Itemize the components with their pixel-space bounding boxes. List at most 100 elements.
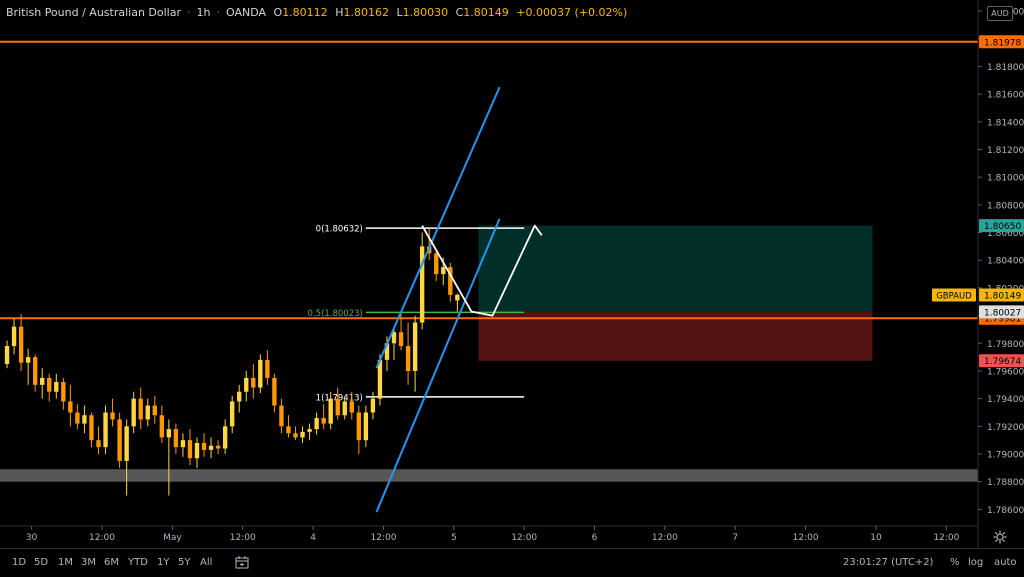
candle-body bbox=[61, 382, 66, 402]
change-value: +0.00037 (+0.02%) bbox=[516, 6, 628, 19]
candle-body bbox=[75, 412, 80, 424]
y-tick-label: 1.80800 bbox=[987, 201, 1024, 211]
x-tick-label: 7 bbox=[732, 533, 738, 543]
close-key: C bbox=[455, 6, 464, 19]
fib-level-label: 1(1.79413) bbox=[316, 393, 363, 403]
x-tick-label: May bbox=[163, 533, 182, 543]
candle-body bbox=[314, 418, 319, 430]
candle-body bbox=[370, 398, 376, 413]
range-1d-button[interactable]: 1D bbox=[12, 557, 27, 568]
y-tick-label: 1.79000 bbox=[987, 451, 1024, 461]
x-tick-label: 30 bbox=[26, 533, 38, 543]
symbol-legend: British Pound / Australian Dollar · 1h · OAN… bbox=[6, 6, 627, 19]
interval-label: 1h bbox=[196, 6, 211, 19]
y-tick-label: 1.78600 bbox=[987, 506, 1024, 516]
x-tick-label: 5 bbox=[451, 533, 457, 543]
horizontal-lines-layer[interactable] bbox=[0, 40, 978, 320]
candle-body bbox=[173, 429, 179, 448]
channel-lines-layer[interactable] bbox=[375, 86, 501, 513]
candle-body bbox=[258, 359, 263, 388]
y-tick-label: 1.80400 bbox=[987, 257, 1024, 267]
candle-body bbox=[321, 418, 326, 424]
long-position-tool[interactable] bbox=[478, 225, 873, 361]
symbol-name[interactable]: British Pound / Australian Dollar bbox=[6, 6, 181, 19]
bottom-toolbar: 1D 5D 1M 3M 6M YTD 1Y 5Y All 23:01:27 (U… bbox=[0, 548, 1024, 577]
candle-body bbox=[244, 377, 249, 392]
candle-body bbox=[32, 357, 38, 385]
percent-toggle[interactable]: % bbox=[950, 557, 960, 568]
candle-body bbox=[89, 415, 94, 441]
y-tick-label: 1.81400 bbox=[987, 118, 1024, 128]
candle-body bbox=[215, 445, 221, 449]
price-label-text: 1.79674 bbox=[984, 357, 1021, 367]
log-toggle[interactable]: log bbox=[968, 557, 984, 568]
profit-zone[interactable] bbox=[478, 225, 873, 312]
candle-body bbox=[18, 326, 24, 363]
range-ytd-button[interactable]: YTD bbox=[128, 557, 148, 568]
currency-badge[interactable]: AUD bbox=[987, 6, 1013, 21]
range-5d-button[interactable]: 5D bbox=[34, 557, 49, 568]
projection-path[interactable] bbox=[421, 224, 543, 317]
x-tick-label: 12:00 bbox=[793, 533, 819, 543]
low-key: L bbox=[396, 6, 403, 19]
calendar-icon[interactable] bbox=[235, 556, 249, 569]
candle-body bbox=[25, 357, 31, 363]
loss-zone[interactable] bbox=[478, 311, 873, 361]
support-zone-band bbox=[0, 469, 978, 482]
candle-body bbox=[145, 405, 150, 420]
candle-body bbox=[4, 346, 10, 365]
x-tick-label: 12:00 bbox=[933, 533, 959, 543]
x-tick-label: 6 bbox=[592, 533, 598, 543]
clock-time[interactable]: 23:01:27 (UTC+2) bbox=[843, 557, 934, 568]
candle-body bbox=[377, 359, 383, 399]
symbol-tag-bg bbox=[932, 288, 976, 302]
candle-body bbox=[328, 398, 333, 424]
candle-body bbox=[194, 442, 200, 459]
price-chart[interactable]: 0(1.80632) 0.5(1.80023) 1(1.79413) 1.78600… bbox=[0, 0, 1024, 548]
range-all-button[interactable]: All bbox=[200, 557, 213, 568]
candle-body bbox=[96, 440, 101, 448]
candle-body bbox=[117, 419, 122, 461]
time-axis[interactable]: 30 12:00 May 12:00 4 12:00 5 12:00 6 12:00 7 12:00 1… bbox=[26, 526, 960, 543]
range-6m-button[interactable]: 6M bbox=[104, 557, 119, 568]
channel-line[interactable] bbox=[375, 86, 501, 369]
settings-gear-icon[interactable] bbox=[993, 530, 1007, 544]
candle-body bbox=[159, 415, 165, 438]
y-tick-label: 1.81000 bbox=[987, 174, 1024, 184]
symbol-tag-text: GBPAUD bbox=[936, 291, 972, 301]
candle-body bbox=[398, 332, 404, 347]
high-value: 1.80162 bbox=[343, 6, 389, 19]
candle-body bbox=[384, 343, 390, 360]
price-label-text: 1.80650 bbox=[984, 222, 1021, 232]
candle-body bbox=[412, 322, 418, 371]
candle-body bbox=[335, 398, 340, 416]
price-label-bg bbox=[979, 219, 1024, 233]
candle-body bbox=[391, 332, 397, 344]
range-5y-button[interactable]: 5Y bbox=[178, 557, 191, 568]
y-tick-label: 1.80600 bbox=[987, 229, 1024, 239]
range-3m-button[interactable]: 3M bbox=[81, 557, 96, 568]
auto-toggle[interactable]: auto bbox=[994, 557, 1017, 568]
candle-body bbox=[187, 440, 193, 459]
candle-body bbox=[405, 346, 411, 371]
price-label-text: 1.80149 bbox=[984, 291, 1021, 301]
candle-body bbox=[180, 440, 186, 448]
candle-body bbox=[103, 412, 108, 448]
legend-separator: · bbox=[216, 6, 220, 19]
fib-retracement[interactable]: 0(1.80632) 0.5(1.80023) 1(1.79413) bbox=[308, 225, 525, 404]
price-label-bg bbox=[979, 288, 1024, 302]
channel-line[interactable] bbox=[375, 218, 501, 513]
broker-label: OANDA bbox=[225, 6, 267, 19]
high-key: H bbox=[335, 6, 344, 19]
range-1m-button[interactable]: 1M bbox=[58, 557, 73, 568]
candle-body bbox=[68, 401, 73, 413]
range-1y-button[interactable]: 1Y bbox=[157, 557, 170, 568]
fib-level-label: 0.5(1.80023) bbox=[308, 309, 363, 319]
projection-path-layer[interactable] bbox=[421, 224, 543, 317]
y-tick-label: 1.79800 bbox=[987, 340, 1024, 350]
candle-body bbox=[222, 426, 228, 449]
price-label-bg bbox=[979, 35, 1024, 49]
candle-body bbox=[110, 412, 115, 420]
price-label-text: 1.80027 bbox=[984, 308, 1021, 318]
candle-body bbox=[300, 431, 305, 438]
